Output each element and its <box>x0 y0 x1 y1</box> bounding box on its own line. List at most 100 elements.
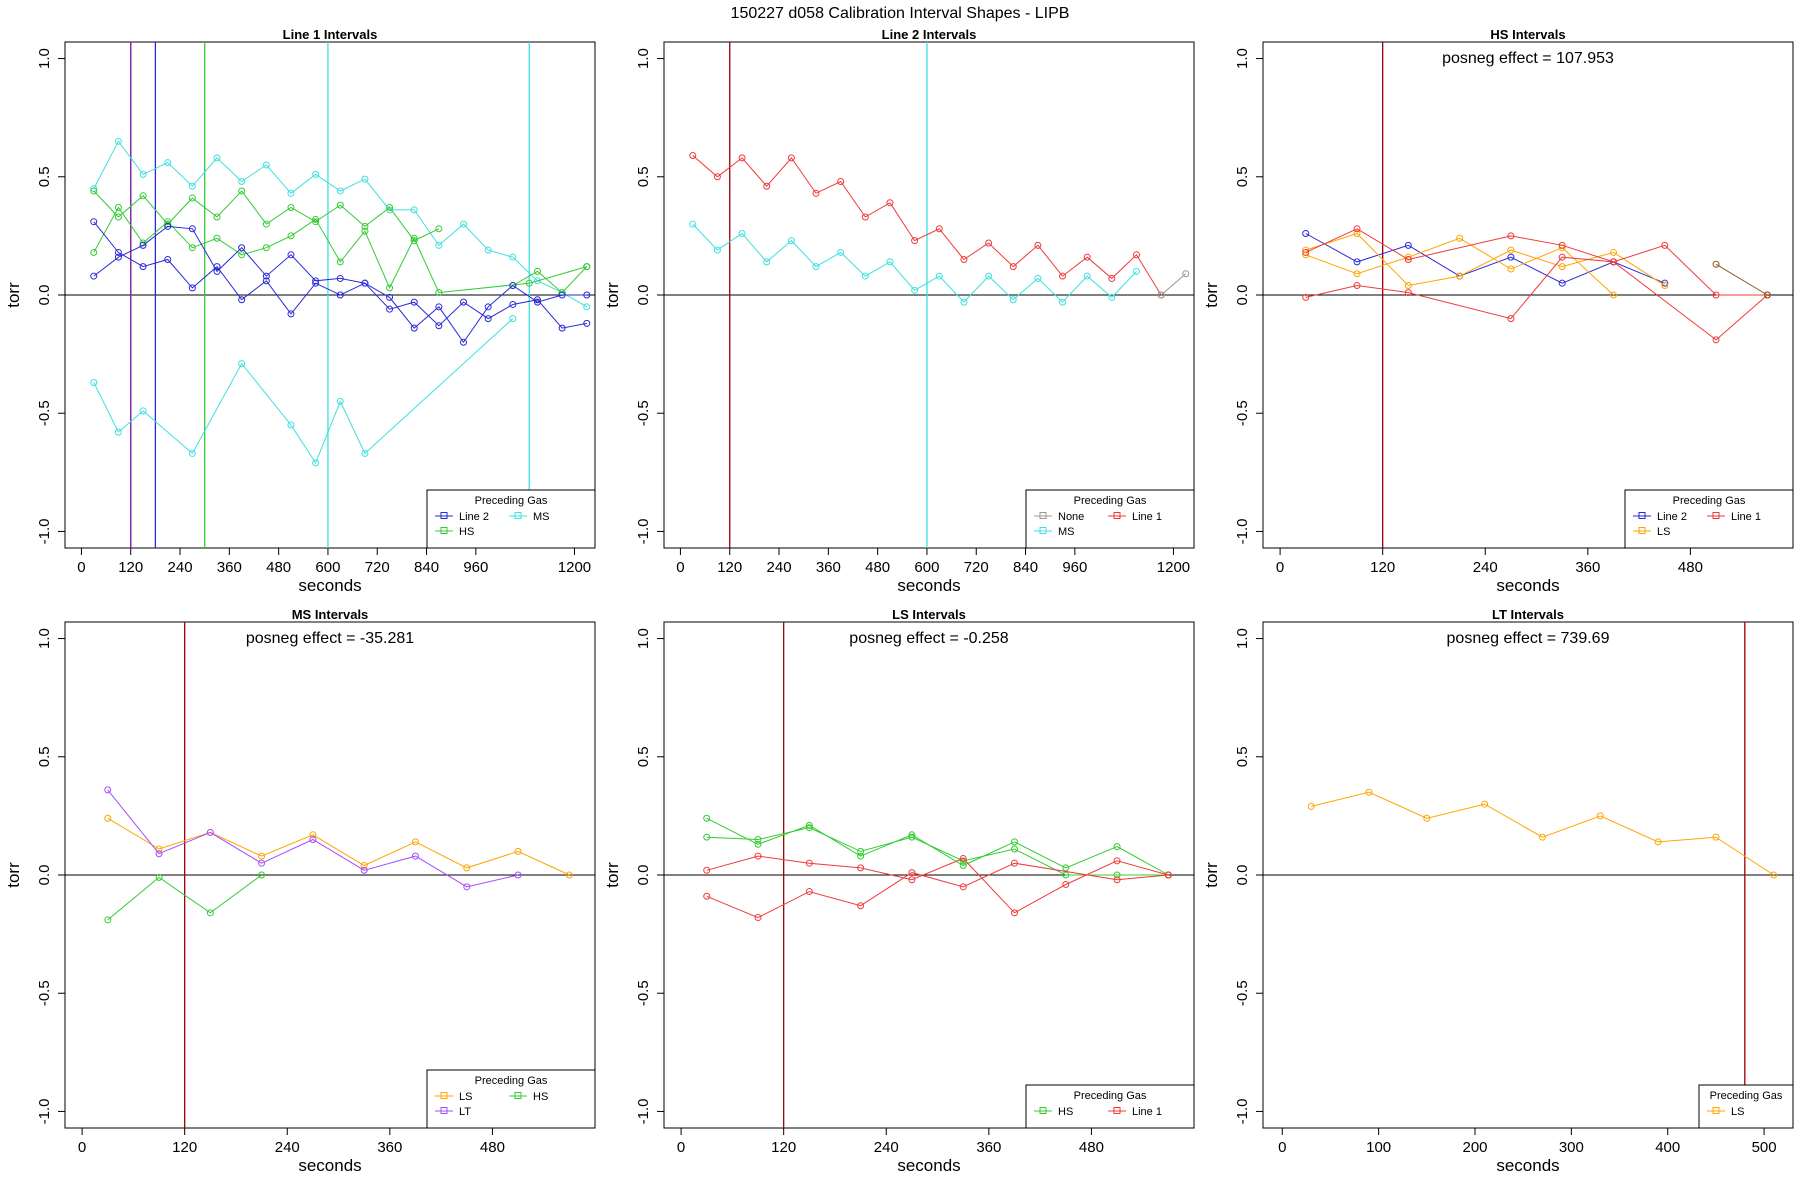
data-point <box>188 449 196 457</box>
data-point <box>435 303 443 311</box>
data-point <box>1558 241 1566 249</box>
data-point <box>509 253 517 261</box>
data-point <box>410 298 418 306</box>
panel-title: Line 2 Intervals <box>882 27 977 42</box>
data-point <box>525 279 533 287</box>
data-point <box>262 161 270 169</box>
x-tick-label: 480 <box>865 559 890 576</box>
data-point <box>287 421 295 429</box>
data-point <box>1062 880 1070 888</box>
data-point <box>703 833 711 841</box>
legend-swatch-marker <box>514 1092 522 1099</box>
data-point <box>1132 267 1140 275</box>
data-point <box>857 847 865 855</box>
data-point <box>533 277 541 285</box>
series-line <box>512 266 588 294</box>
data-point <box>1010 838 1018 846</box>
y-tick-label: -0.5 <box>635 980 652 1006</box>
data-point <box>1404 256 1412 264</box>
y-axis-label: torr <box>4 862 23 888</box>
legend-title: Preceding Gas <box>1074 1090 1147 1102</box>
data-point <box>258 859 266 867</box>
data-point <box>1182 270 1190 278</box>
legend-label: LS <box>1731 1106 1744 1118</box>
data-point <box>908 876 916 884</box>
series-line <box>93 206 587 294</box>
x-tick-label: 360 <box>976 1139 1001 1156</box>
y-tick-label: -1.0 <box>36 519 53 545</box>
data-point <box>509 300 517 308</box>
x-tick-label: 480 <box>1678 559 1703 576</box>
legend-swatch-marker <box>440 1092 448 1099</box>
y-tick-label: 0.0 <box>1234 865 1251 886</box>
data-point <box>886 199 894 207</box>
x-tick-label: 0 <box>78 1139 86 1156</box>
data-point <box>435 322 443 330</box>
data-point <box>1108 293 1116 301</box>
legend-swatch-marker <box>1113 1107 1121 1114</box>
data-point <box>309 831 317 839</box>
data-point <box>886 258 894 266</box>
series-1 <box>90 137 591 311</box>
legend-label: Line 1 <box>1132 1106 1162 1118</box>
y-tick-label: -0.5 <box>36 980 53 1006</box>
data-point <box>558 289 566 297</box>
series-line <box>706 862 1169 919</box>
data-point <box>857 902 865 910</box>
data-point <box>583 319 591 327</box>
data-point <box>1157 291 1165 299</box>
data-point <box>1353 270 1361 278</box>
data-point <box>1654 838 1662 846</box>
legend-label: Line 2 <box>1657 511 1687 523</box>
x-tick-label: 240 <box>168 559 193 576</box>
chart-panel-3: HS Intervals -1.0 -0.5 0.0 0.5 1.0 0 120 240 360 4… <box>1202 27 1794 595</box>
data-point <box>361 175 369 183</box>
data-point <box>139 407 147 415</box>
y-tick-label: 0.5 <box>635 166 652 187</box>
data-point <box>361 227 369 235</box>
data-point <box>410 324 418 332</box>
data-point <box>484 246 492 254</box>
data-point <box>1456 234 1464 242</box>
data-point <box>213 267 221 275</box>
data-point <box>1404 289 1412 297</box>
legend-label: Line 1 <box>1731 511 1761 523</box>
x-tick-label: 240 <box>767 559 792 576</box>
y-tick-label: -1.0 <box>635 519 652 545</box>
data-point <box>1609 258 1617 266</box>
data-point <box>1059 272 1067 280</box>
series-line <box>1305 256 1768 341</box>
data-point <box>262 220 270 228</box>
data-point <box>1712 336 1720 344</box>
y-tick-label: 0.0 <box>36 285 53 306</box>
data-point <box>139 241 147 249</box>
legend-swatch-marker <box>1113 512 1121 519</box>
data-point <box>188 225 196 233</box>
data-point <box>155 873 163 881</box>
data-point <box>386 284 394 292</box>
data-point <box>312 459 320 467</box>
data-point <box>361 279 369 287</box>
y-tick-label: 1.0 <box>1234 628 1251 649</box>
x-tick-label: 360 <box>816 559 841 576</box>
data-point <box>287 204 295 212</box>
data-point <box>155 850 163 858</box>
series-4 <box>703 859 1172 922</box>
data-point <box>164 222 172 230</box>
data-point <box>703 892 711 900</box>
series-line <box>1715 263 1768 296</box>
figure-title: 150227 d058 Calibration Interval Shapes … <box>731 5 1070 22</box>
x-axis-label: seconds <box>298 1156 361 1175</box>
series-5 <box>509 263 591 297</box>
series-1 <box>104 814 573 879</box>
data-point <box>911 286 919 294</box>
data-point <box>1456 272 1464 280</box>
legend-label: HS <box>459 526 474 538</box>
data-point <box>336 258 344 266</box>
series-line <box>706 827 1169 876</box>
chart-panel-6: LT Intervals -1.0 -0.5 0.0 0.5 1.0 0 100 200 300 4… <box>1202 607 1794 1175</box>
posneg-annotation: posneg effect = -35.281 <box>246 630 414 647</box>
data-point <box>262 277 270 285</box>
posneg-annotation: posneg effect = 107.953 <box>1442 50 1614 67</box>
